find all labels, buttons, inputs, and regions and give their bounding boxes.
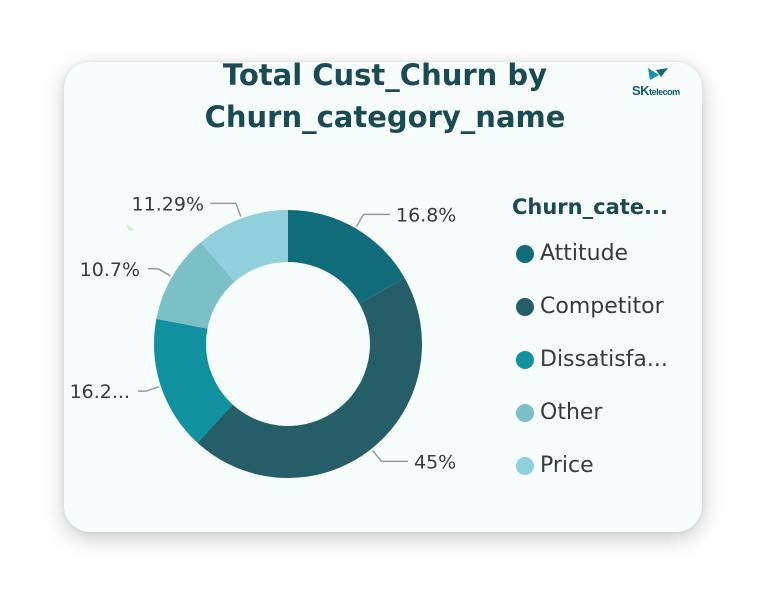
leader-line-attitude — [355, 213, 390, 227]
sk-telecom-logo: SKtelecom — [632, 66, 692, 100]
legend-item-competitor[interactable]: Competitor — [512, 280, 692, 333]
leader-line-dissatisfaction — [138, 386, 160, 392]
legend-label-other: Other — [540, 400, 603, 425]
chart-legend: Churn_cate... Attitude Competitor Dissat… — [512, 195, 692, 494]
legend-label-dissatisfaction: Dissatisfa... — [540, 347, 668, 372]
donut-slice-price[interactable] — [200, 210, 288, 282]
data-label-price: 11.29% — [132, 193, 204, 215]
butterfly-icon — [648, 68, 668, 80]
donut-slice-attitude[interactable] — [288, 210, 405, 304]
donut-slice-competitor[interactable] — [197, 277, 422, 478]
legend-item-attitude[interactable]: Attitude — [512, 227, 692, 280]
legend-item-price[interactable]: Price — [512, 439, 692, 492]
donut-slice-other[interactable] — [156, 242, 235, 329]
leader-line-competitor — [372, 449, 408, 463]
legend-title: Churn_cate... — [512, 195, 668, 219]
leader-line-price — [210, 202, 242, 217]
data-label-other: 10.7% — [80, 259, 140, 281]
logo-text-main: SK — [632, 83, 650, 98]
pointer-icon — [126, 224, 135, 231]
legend-dot-competitor — [516, 297, 534, 316]
legend-item-dissatisfaction[interactable]: Dissatisfa... — [512, 333, 692, 386]
legend-dot-price — [516, 456, 534, 475]
legend-dot-dissatisfaction — [516, 350, 534, 369]
logo-text-small: telecom — [649, 87, 680, 97]
donut-slice-dissatisfaction[interactable] — [154, 318, 233, 443]
chart-title: Total Cust_Churn by Churn_category_name — [204, 58, 566, 134]
legend-label-attitude: Attitude — [540, 241, 629, 266]
data-label-competitor: 45% — [414, 451, 456, 473]
legend-label-price: Price — [540, 453, 594, 478]
data-label-attitude: 16.8% — [396, 204, 456, 226]
leader-line-other — [148, 268, 171, 277]
legend-label-competitor: Competitor — [540, 294, 664, 319]
legend-dot-other — [516, 403, 534, 422]
data-label-dissatisfaction: 16.2... — [70, 381, 130, 403]
legend-dot-attitude — [516, 244, 534, 263]
legend-item-other[interactable]: Other — [512, 386, 692, 439]
